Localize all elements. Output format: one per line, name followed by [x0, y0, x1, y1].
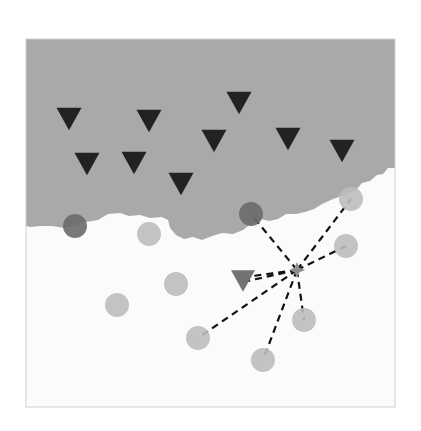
circle-point — [339, 187, 363, 211]
circle-points — [63, 187, 363, 372]
triangle-points — [56, 91, 355, 292]
triangle-point — [56, 107, 82, 131]
triangle-point — [121, 151, 147, 175]
plot-frame — [25, 38, 396, 408]
circle-point — [334, 234, 358, 258]
neighbor-link — [250, 213, 298, 271]
circle-point — [292, 308, 316, 332]
circle-point — [63, 214, 87, 238]
circle-point — [251, 348, 275, 372]
circle-point — [164, 272, 188, 296]
triangle-point — [329, 139, 355, 163]
triangle-point — [136, 109, 162, 133]
neighbor-link — [261, 269, 299, 361]
triangle-point — [74, 152, 100, 176]
neighbor-link — [242, 268, 298, 284]
query-star-icon — [289, 262, 305, 278]
neighbor-link — [296, 245, 347, 271]
circle-point — [186, 326, 210, 350]
triangle-point — [231, 270, 255, 292]
query-point — [289, 262, 305, 278]
neighbor-link — [296, 198, 352, 271]
circle-point — [137, 222, 161, 246]
triangle-point — [226, 91, 252, 115]
circle-point — [105, 293, 129, 317]
circle-point — [239, 202, 263, 226]
neighbor-link — [197, 269, 298, 339]
triangle-point — [168, 172, 194, 196]
triangle-point — [275, 127, 301, 151]
triangle-point — [201, 129, 227, 153]
